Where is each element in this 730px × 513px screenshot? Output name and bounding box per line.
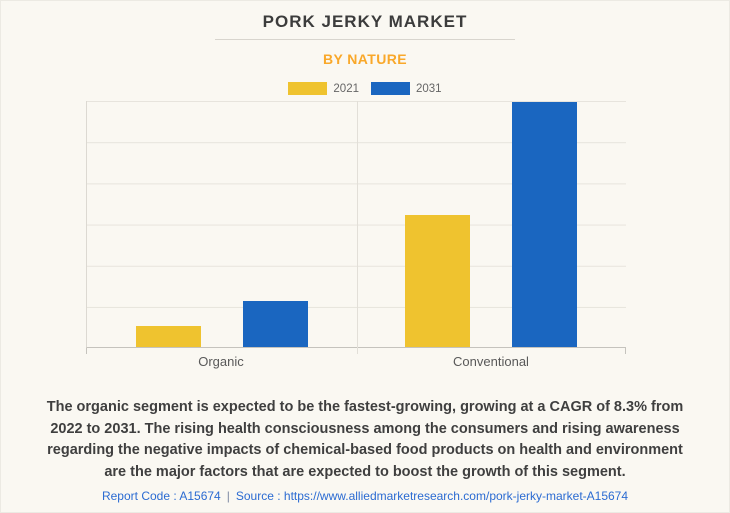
legend-item-2031[interactable]: 2031: [371, 82, 442, 95]
footer-separator: |: [226, 489, 230, 503]
x-axis-labels: Organic Conventional: [86, 354, 626, 369]
legend-label: 2021: [333, 82, 359, 95]
bar-groups: [87, 101, 626, 347]
legend-swatch-2031: [371, 82, 410, 95]
chart-subtitle: BY NATURE: [323, 51, 407, 67]
category-divider-gridline: [357, 101, 358, 354]
legend: 2021 2031: [1, 82, 729, 95]
x-axis-tick-left: [86, 348, 87, 354]
bar-conventional-2031[interactable]: [512, 101, 578, 347]
bar-organic-2021[interactable]: [135, 326, 201, 347]
bar-organic-2031[interactable]: [242, 301, 308, 347]
plot-area: [86, 101, 626, 354]
legend-swatch-2021: [288, 82, 328, 95]
chart-description: The organic segment is expected to be th…: [1, 397, 729, 483]
bar-group-organic: [87, 101, 357, 347]
bar-conventional-2021[interactable]: [405, 214, 471, 347]
report-code: Report Code : A15674: [101, 489, 221, 503]
description-line: 2022 to 2031. The rising health consciou…: [50, 420, 680, 437]
x-axis-label-organic: Organic: [198, 354, 244, 369]
source-label: Source :: [235, 489, 281, 503]
x-axis-tick-right: [625, 348, 626, 354]
title-divider: [215, 39, 515, 40]
x-axis-label-conventional: Conventional: [453, 354, 529, 369]
bar-group-conventional: [357, 101, 627, 347]
description-line: regarding the negative impacts of chemic…: [47, 442, 683, 458]
chart-title: PORK JERKY MARKET: [262, 12, 468, 31]
description-line: The organic segment is expected to be th…: [46, 399, 684, 415]
legend-label: 2031: [416, 82, 442, 95]
footer: Report Code : A15674 | Source : https://ww…: [1, 489, 729, 503]
description-line: are the major factors that are expected …: [104, 463, 626, 480]
legend-item-2021[interactable]: 2021: [288, 82, 359, 95]
source-link[interactable]: https://www.alliedmarketresearch.com/por…: [283, 489, 629, 503]
